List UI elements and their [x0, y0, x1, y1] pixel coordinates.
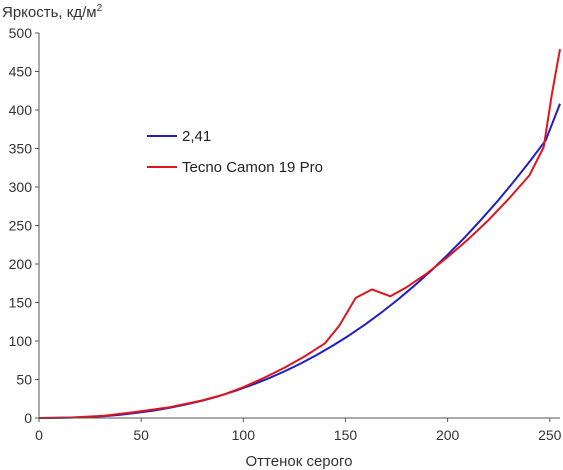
y-tick-label: 500: [9, 25, 33, 41]
y-tick-label: 50: [16, 372, 32, 388]
y-axis-ticks: 0 50 100 150 200 250 300 350 400 450 500: [9, 25, 39, 426]
x-tick-label: 150: [334, 427, 358, 443]
y-tick-label: 250: [9, 218, 33, 234]
series-line-2-41: [38, 103, 561, 419]
y-tick-label: 350: [9, 141, 33, 157]
y-axis-label: Яркость, кд/м2: [2, 3, 103, 21]
x-tick-label: 50: [133, 427, 149, 443]
y-tick-label: 100: [9, 333, 33, 349]
y-tick-label: 200: [9, 256, 33, 272]
x-tick-label: 250: [538, 427, 562, 443]
x-tick-label: 200: [436, 427, 460, 443]
y-tick-label: 450: [9, 64, 33, 80]
x-tick-label: 0: [35, 427, 43, 443]
legend: 2,41 Tecno Camon 19 Pro: [147, 128, 323, 176]
plot-series: [38, 49, 561, 419]
y-tick-label: 0: [24, 410, 32, 426]
series-line-tecno-camon-19-pro: [38, 49, 561, 419]
y-tick-label: 150: [9, 295, 33, 311]
legend-label-2-41: 2,41: [182, 128, 211, 145]
y-tick-label: 300: [9, 179, 33, 195]
x-axis-ticks: 0 50 100 150 200 250: [35, 418, 562, 443]
legend-label-tecno: Tecno Camon 19 Pro: [182, 159, 323, 176]
y-tick-label: 400: [9, 102, 33, 118]
x-axis-label: Оттенок серого: [246, 453, 353, 470]
x-tick-label: 100: [232, 427, 256, 443]
